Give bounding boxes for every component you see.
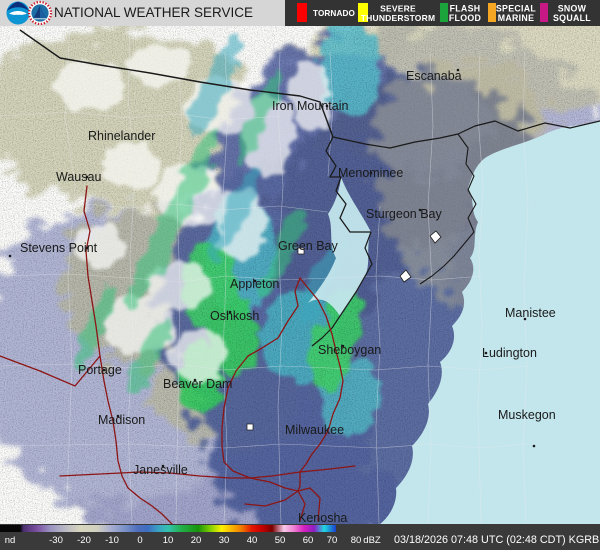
svg-text:20: 20 — [191, 535, 202, 546]
svg-text:Escanaba: Escanaba — [406, 69, 462, 83]
svg-text:-30: -30 — [49, 535, 63, 546]
svg-text:FLOOD: FLOOD — [449, 13, 481, 23]
svg-text:60: 60 — [303, 535, 314, 546]
svg-text:SPECIAL: SPECIAL — [496, 4, 537, 14]
svg-text:Ludington: Ludington — [482, 346, 537, 360]
svg-text:SNOW: SNOW — [558, 4, 587, 14]
svg-text:Appleton: Appleton — [230, 277, 279, 291]
svg-text:Sheboygan: Sheboygan — [318, 343, 381, 357]
svg-text:50: 50 — [275, 535, 286, 546]
svg-text:Manistee: Manistee — [505, 306, 556, 320]
svg-text:SQUALL: SQUALL — [553, 13, 591, 23]
svg-text:Oshkosh: Oshkosh — [210, 309, 259, 323]
svg-text:Portage: Portage — [78, 363, 122, 377]
svg-text:Janesville: Janesville — [133, 463, 188, 477]
svg-text:Kenosha: Kenosha — [298, 511, 347, 524]
svg-text:Madison: Madison — [98, 413, 145, 427]
svg-text:Stevens Point: Stevens Point — [20, 241, 98, 255]
svg-text:Rhinelander: Rhinelander — [88, 129, 155, 143]
svg-text:SEVERE: SEVERE — [380, 4, 416, 14]
svg-text:MARINE: MARINE — [498, 13, 535, 23]
svg-text:Wausau: Wausau — [56, 170, 101, 184]
svg-text:Milwaukee: Milwaukee — [285, 423, 344, 437]
svg-text:Beaver Dam: Beaver Dam — [163, 377, 232, 391]
svg-text:-20: -20 — [77, 535, 91, 546]
svg-text:Sturgeon Bay: Sturgeon Bay — [366, 207, 442, 221]
svg-text:Menominee: Menominee — [338, 166, 403, 180]
svg-text:Green Bay: Green Bay — [278, 239, 339, 253]
svg-text:nd: nd — [5, 535, 16, 546]
svg-text:30: 30 — [219, 535, 230, 546]
svg-text:-10: -10 — [105, 535, 119, 546]
svg-text:80: 80 — [351, 535, 362, 546]
svg-text:0: 0 — [137, 535, 142, 546]
svg-text:TORNADO: TORNADO — [313, 9, 355, 18]
svg-text:dBZ: dBZ — [363, 535, 381, 546]
svg-text:NATIONAL WEATHER SERVICE: NATIONAL WEATHER SERVICE — [54, 5, 253, 20]
svg-text:10: 10 — [163, 535, 174, 546]
svg-text:FLASH: FLASH — [450, 4, 481, 14]
svg-text:70: 70 — [327, 535, 338, 546]
svg-text:03/18/2026 07:48 UTC (02:48 CD: 03/18/2026 07:48 UTC (02:48 CDT) KGRB — [394, 534, 599, 546]
svg-text:THUNDERSTORM: THUNDERSTORM — [361, 13, 436, 23]
svg-text:Iron Mountain: Iron Mountain — [272, 99, 348, 113]
svg-text:Muskegon: Muskegon — [498, 408, 556, 422]
svg-text:40: 40 — [247, 535, 258, 546]
